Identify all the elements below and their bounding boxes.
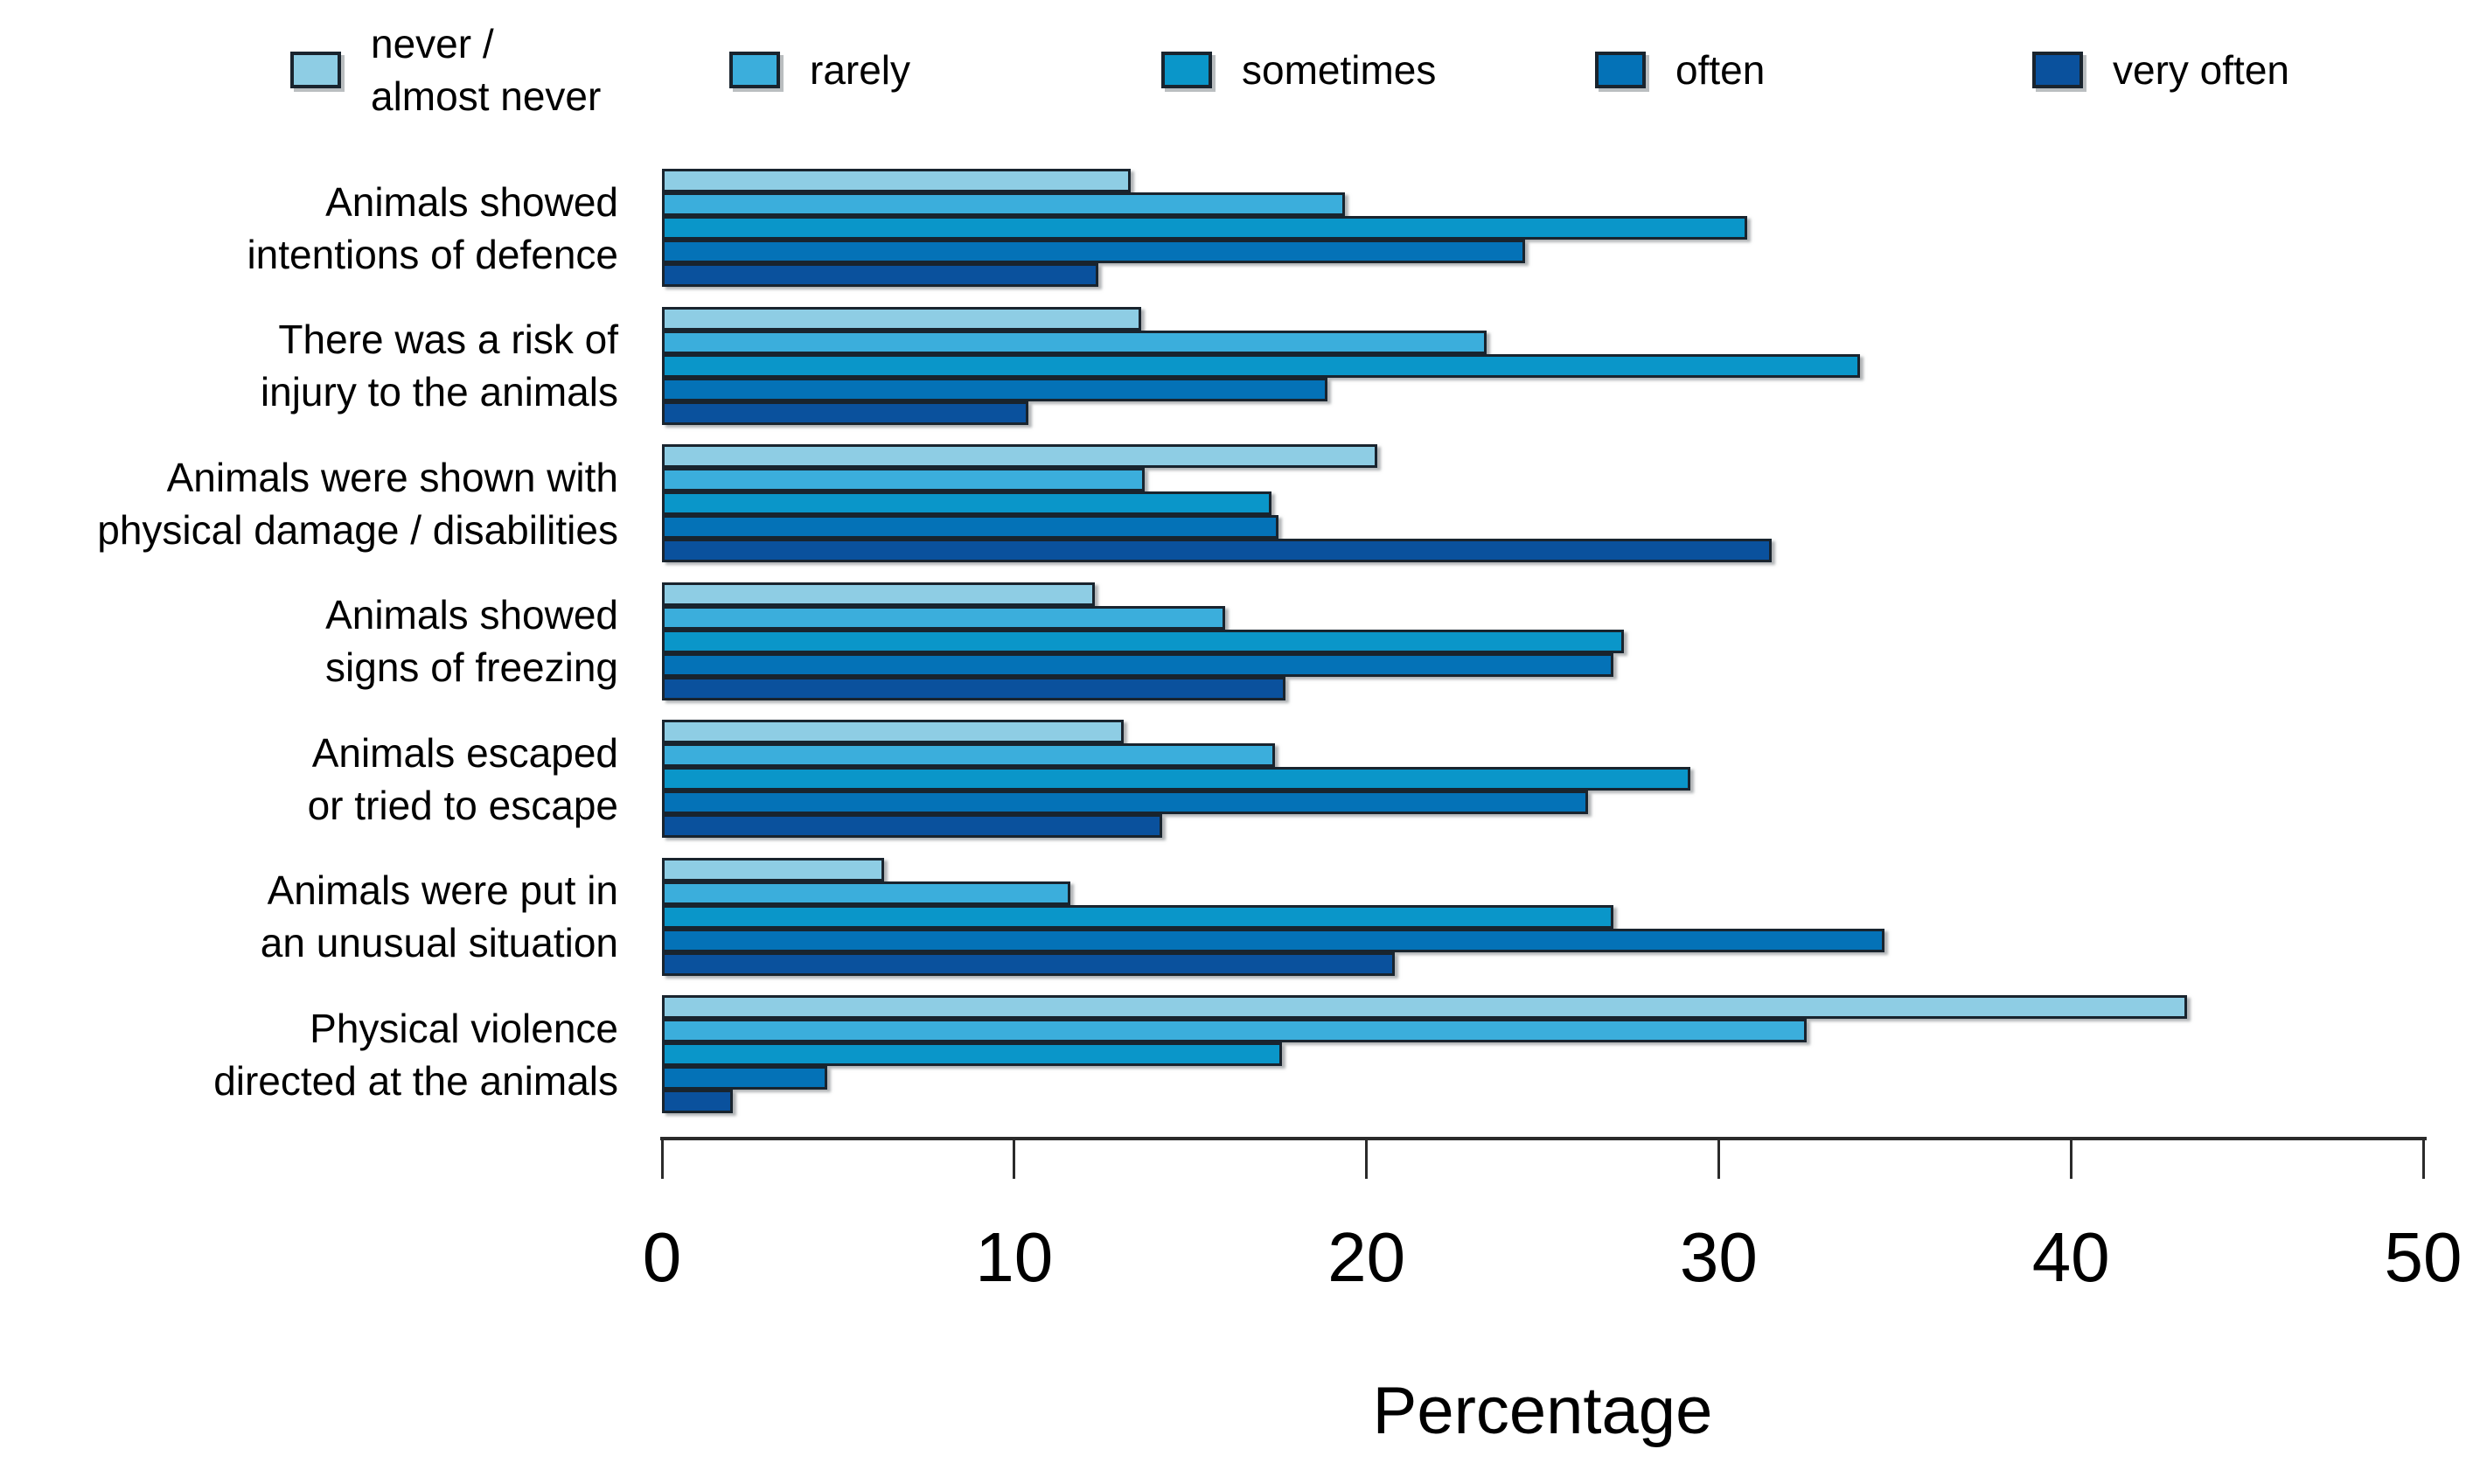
legend-item-often: often: [1595, 24, 1765, 115]
axis-tick: [1717, 1139, 1720, 1179]
axis-tick: [2069, 1139, 2072, 1179]
bar-rarely: [662, 468, 1145, 491]
legend-item-rarely: rarely: [729, 24, 910, 115]
legend-label: sometimes: [1242, 47, 1437, 93]
legend-label: never / almost never: [371, 21, 602, 119]
bar-often: [662, 652, 1613, 677]
axis-tick-label: 10: [975, 1218, 1054, 1296]
category-label: There was a risk of injury to the animal…: [260, 317, 618, 415]
axis-tick-label: 40: [2031, 1218, 2110, 1296]
legend-swatch-rarely: [729, 52, 780, 88]
bar-sometimes: [662, 1042, 1282, 1066]
bar-never-almost-never: [662, 306, 1141, 331]
legend-swatch-often: [1595, 52, 1646, 88]
bar-sometimes: [662, 353, 1860, 378]
category-label: Animals showed signs of freezing: [325, 592, 618, 690]
bar-sometimes: [662, 767, 1691, 791]
bar-never-almost-never: [662, 720, 1124, 743]
axis-tick: [2421, 1139, 2425, 1179]
bar-very-often: [662, 814, 1162, 838]
axis-tick: [1013, 1139, 1016, 1179]
bar-rarely: [662, 881, 1071, 905]
legend-label: rarely: [810, 47, 911, 93]
bar-rarely: [662, 330, 1487, 354]
bar-never-almost-never: [662, 995, 2188, 1019]
bar-rarely: [662, 192, 1346, 216]
bar-rarely: [662, 1019, 1808, 1042]
bar-sometimes: [662, 629, 1624, 653]
bar-never-almost-never: [662, 582, 1096, 606]
category-label: Animals escaped or tried to escape: [307, 729, 618, 828]
bar-often: [662, 791, 1589, 814]
bar-often: [662, 1066, 828, 1090]
axis-tick-label: 0: [642, 1218, 682, 1296]
axis-tick-label: 30: [1679, 1218, 1758, 1296]
bar-often: [662, 928, 1884, 952]
bar-very-often: [662, 1090, 733, 1113]
axis-tick-label: 50: [2384, 1218, 2463, 1296]
bar-very-often: [662, 951, 1395, 976]
axis-tick-label: 20: [1327, 1218, 1406, 1296]
axis-tick: [660, 1139, 664, 1179]
bar-sometimes: [662, 904, 1613, 929]
legend-item-never: never / almost never: [290, 21, 601, 119]
axis-tick: [1365, 1139, 1369, 1179]
legend-item-sometimes: sometimes: [1161, 24, 1436, 115]
bar-very-often: [662, 676, 1285, 700]
bar-often: [662, 377, 1328, 401]
bar-often: [662, 240, 1525, 263]
x-axis-title: Percentage: [1372, 1374, 1713, 1448]
bar-very-often: [662, 539, 1772, 562]
bar-never-almost-never: [662, 857, 884, 881]
x-axis-line: [660, 1137, 2427, 1140]
bar-never-almost-never: [662, 444, 1377, 468]
bar-very-often: [662, 263, 1099, 287]
bar-never-almost-never: [662, 169, 1131, 192]
category-label: Animals were put in an unusual situation: [260, 867, 618, 965]
bar-rarely: [662, 743, 1275, 767]
bar-rarely: [662, 605, 1226, 630]
category-label: Animals were shown with physical damage …: [97, 454, 618, 553]
legend-swatch-never: [290, 52, 341, 88]
legend-item-very-often: very often: [2032, 24, 2289, 115]
bar-sometimes: [662, 216, 1747, 240]
legend-swatch-sometimes: [1161, 52, 1212, 88]
legend-label: often: [1675, 47, 1766, 93]
bar-sometimes: [662, 491, 1271, 515]
bar-very-often: [662, 401, 1028, 425]
category-label: Physical violence directed at the animal…: [213, 1005, 618, 1104]
legend-label: very often: [2113, 47, 2289, 93]
category-label: Animals showed intentions of defence: [247, 178, 618, 277]
bar-often: [662, 515, 1278, 539]
legend-swatch-very-often: [2032, 52, 2083, 88]
